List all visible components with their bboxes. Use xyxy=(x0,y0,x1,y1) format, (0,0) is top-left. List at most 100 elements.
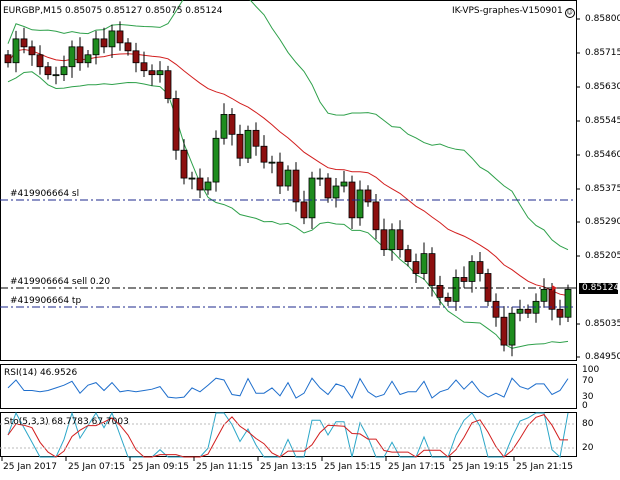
stoch-signal-line xyxy=(7,414,568,458)
moving-average xyxy=(7,48,569,297)
bear-candle xyxy=(372,201,380,231)
rsi-level: 30 xyxy=(582,392,594,402)
price-tick: 0.85460 xyxy=(585,150,620,160)
price-tick: 0.85630 xyxy=(585,82,620,92)
bull-candle xyxy=(388,229,396,251)
smiley-icon[interactable]: ☺ xyxy=(564,8,575,18)
bear-candle xyxy=(476,261,484,274)
bear-candle xyxy=(556,308,564,318)
bear-candle xyxy=(100,38,108,48)
price-tick: 0.85290 xyxy=(585,217,620,227)
time-tick: 25 Jan 2017 xyxy=(3,462,57,472)
time-tick: 25 Jan 07:15 xyxy=(68,462,125,472)
bear-candle xyxy=(172,98,180,151)
bear-candle xyxy=(148,70,156,76)
bear-candle xyxy=(124,42,132,52)
sell-label: #419906664 sell 0.20 xyxy=(10,277,111,287)
bear-candle xyxy=(76,46,84,64)
bear-candle xyxy=(548,288,556,310)
bear-candle xyxy=(500,316,508,346)
symbol-info: EURGBP,M15 0.85075 0.85127 0.85075 0.851… xyxy=(3,6,223,16)
bull-candle xyxy=(284,169,292,187)
bull-candle xyxy=(316,177,324,180)
bear-candle xyxy=(140,62,148,72)
expert-name: IK-VPS-graphes-V150901 ☺ xyxy=(452,6,575,18)
price-tick: 0.85800 xyxy=(585,14,620,24)
bull-candle xyxy=(60,66,68,76)
bull-candle xyxy=(52,74,60,77)
price-tick: 0.84950 xyxy=(585,352,620,362)
bull-candle xyxy=(244,129,252,159)
rsi-level: 100 xyxy=(582,365,600,375)
bull-candle xyxy=(68,46,76,68)
price-axis-ticks xyxy=(576,18,580,358)
bull-candle xyxy=(468,261,476,282)
bull-candle xyxy=(220,114,228,139)
bear-candle xyxy=(404,249,412,262)
time-axis-ticks xyxy=(1,457,515,461)
time-tick: 25 Jan 09:15 xyxy=(132,462,189,472)
bull-candle xyxy=(308,177,316,219)
price-tick: 0.85545 xyxy=(585,116,620,126)
time-tick: 25 Jan 19:15 xyxy=(452,462,509,472)
rsi-polyline xyxy=(7,377,569,400)
bear-candle xyxy=(460,277,468,282)
current-price-box: 0.85124 xyxy=(579,283,619,294)
bull-candle xyxy=(452,277,460,302)
bull-candle xyxy=(188,177,196,180)
bull-candle xyxy=(268,161,276,164)
ma-line xyxy=(7,48,569,297)
price-tick: 0.85375 xyxy=(585,184,620,194)
bear-candle xyxy=(444,296,452,302)
bear-candle xyxy=(300,201,308,219)
bull-candle xyxy=(356,189,364,219)
sl-label: #419906664 sl xyxy=(10,189,80,199)
stochastic-lines xyxy=(7,411,569,458)
sell-arrow-icon xyxy=(552,285,557,291)
bull-candle xyxy=(84,54,92,64)
bear-candle xyxy=(196,177,204,191)
bear-candle xyxy=(492,300,500,318)
expert-label: IK-VPS-graphes-V150901 xyxy=(452,6,563,16)
bear-candle xyxy=(324,177,332,199)
rsi-panel[interactable] xyxy=(0,364,577,409)
bear-candle xyxy=(380,229,388,251)
tp-label: #419906664 tp xyxy=(10,296,82,306)
bull-candle xyxy=(156,70,164,76)
bear-candle xyxy=(180,149,188,179)
rsi-level: 70 xyxy=(582,376,594,386)
rsi-label: RSI(14) 46.9526 xyxy=(4,368,78,378)
bull-candle xyxy=(332,185,340,199)
bear-candle xyxy=(260,145,268,163)
time-tick: 25 Jan 13:15 xyxy=(260,462,317,472)
bull-candle xyxy=(564,288,572,318)
price-tick: 0.85205 xyxy=(585,251,620,261)
bull-candle xyxy=(92,38,100,56)
rsi-level: 0 xyxy=(582,401,588,411)
bollinger-lower-line xyxy=(7,71,569,349)
bear-candle xyxy=(28,46,36,56)
bear-candle xyxy=(252,129,260,147)
bear-candle xyxy=(20,38,28,48)
bear-candle xyxy=(484,273,492,302)
bull-candle xyxy=(516,308,524,314)
bear-candle xyxy=(292,169,300,203)
bollinger-bands xyxy=(7,0,569,349)
bear-candle xyxy=(132,50,140,64)
bear-candle xyxy=(164,70,172,99)
bear-candle xyxy=(116,30,124,44)
bull-candle xyxy=(420,253,428,274)
bear-candle xyxy=(44,66,52,76)
bear-candle xyxy=(524,308,532,314)
bear-candle xyxy=(364,189,372,203)
time-tick: 25 Jan 21:15 xyxy=(516,462,573,472)
bear-candle xyxy=(396,229,404,251)
time-tick: 25 Jan 15:15 xyxy=(324,462,381,472)
bear-candle xyxy=(4,54,12,64)
price-tick: 0.85715 xyxy=(585,48,620,58)
bull-candle xyxy=(108,30,116,48)
bear-candle xyxy=(36,54,44,68)
bear-candle xyxy=(228,114,236,135)
bear-candle xyxy=(236,133,244,159)
